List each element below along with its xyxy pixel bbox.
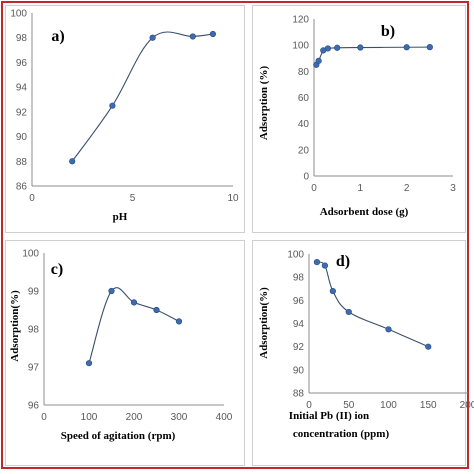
data-point-marker xyxy=(403,44,410,51)
y-tick-label: 60 xyxy=(298,93,310,104)
y-tick-label: 88 xyxy=(16,157,28,168)
x-tick-label: 100 xyxy=(380,400,397,411)
x-tick-label: 200 xyxy=(460,400,474,411)
y-tick-label: 86 xyxy=(16,182,28,193)
x-tick-label: 1 xyxy=(358,183,364,194)
panel-c-agitation-speed-chart: 96 97 98 99 100 0 100 200 300 400 Speed of agitati… xyxy=(5,240,245,466)
data-point-marker xyxy=(324,45,331,52)
x-axis-title: Initial Pb (II) ion xyxy=(289,410,369,422)
y-axis-title: Adsorption(%) xyxy=(9,290,21,362)
panel-letter-label: a) xyxy=(51,28,64,45)
x-axis-title: pH xyxy=(113,211,128,223)
series-line xyxy=(71,31,213,162)
y-tick-label: 92 xyxy=(293,342,305,353)
y-tick-label: 94 xyxy=(293,319,305,330)
x-tick-label: 0 xyxy=(29,193,35,204)
data-point-marker xyxy=(109,102,116,109)
x-tick-label: 10 xyxy=(227,193,239,204)
x-tick-label: 5 xyxy=(130,193,136,204)
data-point-marker xyxy=(321,262,328,269)
y-tick-label: 99 xyxy=(28,287,40,298)
y-tick-label: 80 xyxy=(298,67,310,78)
panel-letter-label: b) xyxy=(381,23,395,40)
x-tick-label: 150 xyxy=(420,400,437,411)
data-point-marker xyxy=(189,33,196,40)
data-point-marker xyxy=(149,34,156,41)
y-tick-label: 40 xyxy=(298,119,310,130)
panel-c-svg: 96 97 98 99 100 0 100 200 300 400 Speed of agitati… xyxy=(9,249,233,443)
data-point-marker xyxy=(130,299,138,306)
y-tick-label: 98 xyxy=(28,325,40,336)
y-tick-label: 20 xyxy=(298,145,310,156)
x-tick-label: 300 xyxy=(171,412,188,423)
y-tick-label: 100 xyxy=(22,249,39,260)
data-point-marker xyxy=(357,44,364,51)
y-tick-label: 98 xyxy=(16,33,28,44)
x-tick-label: 50 xyxy=(343,400,355,411)
y-tick-label: 96 xyxy=(293,296,305,307)
data-point-marker xyxy=(85,360,93,367)
x-tick-label: 0 xyxy=(306,400,312,411)
figure-frame xyxy=(1,1,469,469)
y-tick-label: 98 xyxy=(293,273,305,284)
x-tick-label: 0 xyxy=(41,412,47,423)
y-tick-label: 100 xyxy=(287,250,304,261)
y-tick-label: 0 xyxy=(303,172,309,183)
panel-a-svg: 86 88 90 92 94 96 98 100 0 5 10 pH a) xyxy=(10,9,239,224)
series-line xyxy=(88,287,180,364)
data-point-marker xyxy=(345,308,352,316)
x-tick-label: 100 xyxy=(81,412,98,423)
panel-d-initial-concentration-chart: 88 90 92 94 96 98 100 0 50 100 150 200 Initial Pb (I… xyxy=(252,240,474,466)
data-point-marker xyxy=(329,287,336,295)
data-point-marker xyxy=(315,57,322,64)
data-point-marker xyxy=(425,343,432,350)
x-tick-label: 0 xyxy=(311,183,317,194)
y-tick-label: 88 xyxy=(293,389,305,400)
y-tick-label: 96 xyxy=(16,58,28,69)
y-axis-title: Adsorption(%) xyxy=(258,287,270,359)
data-point-marker xyxy=(385,326,392,333)
x-tick-label: 200 xyxy=(126,412,143,423)
y-tick-label: 100 xyxy=(10,9,27,20)
y-tick-label: 100 xyxy=(292,41,309,52)
x-axis-title-line2: concentration (ppm) xyxy=(293,428,390,440)
data-point-marker xyxy=(313,259,321,266)
y-tick-label: 94 xyxy=(16,83,28,94)
y-tick-label: 97 xyxy=(28,363,40,374)
data-point-marker xyxy=(175,318,183,325)
panel-letter-label: c) xyxy=(51,261,63,278)
data-point-marker xyxy=(153,306,160,314)
y-tick-label: 90 xyxy=(16,132,28,143)
data-point-marker xyxy=(69,158,76,165)
data-point-marker xyxy=(108,287,115,295)
data-point-marker xyxy=(426,44,433,51)
x-axis-title: Adsorbent dose (g) xyxy=(320,206,409,218)
panel-letter-label: d) xyxy=(336,253,350,270)
panel-a-ph-chart: 86 88 90 92 94 96 98 100 0 5 10 pH a) xyxy=(5,5,245,233)
data-point-marker xyxy=(334,44,341,51)
y-axis-title: Adsorption (%) xyxy=(258,66,270,141)
panel-b-adsorbent-dose-chart: 0 20 40 60 80 100 120 0 1 2 3 Adsorbent dose (g) Ads… xyxy=(252,5,466,233)
series-line xyxy=(316,261,429,348)
data-point-marker xyxy=(209,30,216,38)
y-tick-label: 120 xyxy=(292,15,309,26)
series-line xyxy=(315,46,430,66)
y-tick-label: 90 xyxy=(293,365,305,376)
x-axis-title: Speed of agitation (rpm) xyxy=(61,430,176,442)
panel-d-svg: 88 90 92 94 96 98 100 0 50 100 150 200 Initial Pb (I… xyxy=(258,250,474,441)
panel-b-svg: 0 20 40 60 80 100 120 0 1 2 3 Adsorbent dose (g) Ads… xyxy=(258,15,456,219)
x-tick-label: 3 xyxy=(450,183,456,194)
x-tick-label: 400 xyxy=(216,412,233,423)
y-tick-label: 96 xyxy=(28,401,40,412)
x-tick-label: 2 xyxy=(404,183,410,194)
y-tick-label: 92 xyxy=(16,107,28,118)
